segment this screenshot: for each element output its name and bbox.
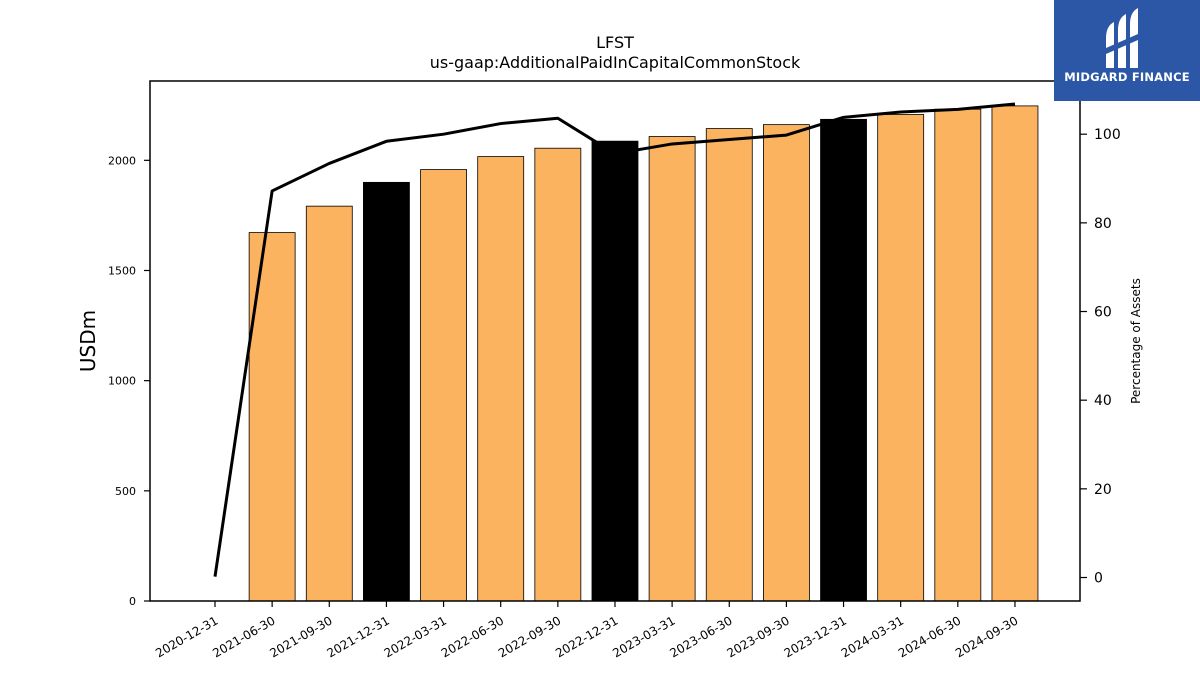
bar-2023-09-30 <box>763 124 810 602</box>
y-tick-label-right: 0 <box>1094 571 1103 587</box>
x-tick-label: 2024-09-30 <box>953 613 1020 660</box>
midgard-logo-icon <box>1106 8 1138 68</box>
bar-2023-03-31 <box>648 136 696 602</box>
y-axis-left: 0 500 1000 1500 2000 <box>108 154 150 608</box>
chart-subtitle: us-gaap:AdditionalPaidInCapitalCommonSto… <box>430 53 801 72</box>
logo: MIDGARD FINANCE <box>1054 0 1200 101</box>
x-tick-label: 2022-03-31 <box>382 613 449 660</box>
bar-group <box>248 105 1039 602</box>
x-tick-label: 2023-06-30 <box>667 613 734 660</box>
bar-2022-03-31 <box>420 169 467 602</box>
y-axis-label-left: USDm <box>76 310 100 372</box>
bar-2021-06-30 <box>248 232 296 602</box>
chart-title: LFST <box>596 33 634 52</box>
x-tick-label: 2022-12-31 <box>553 613 620 660</box>
bar-2024-09-30 <box>991 105 1039 602</box>
x-tick-label: 2024-03-31 <box>839 613 906 660</box>
x-axis: 2020-12-312021-06-302021-09-302021-12-31… <box>153 601 1020 660</box>
x-tick-label: 2021-06-30 <box>210 613 277 660</box>
y-tick-label-right: 100 <box>1094 127 1121 143</box>
y-tick-label-left: 0 <box>129 595 136 608</box>
y-tick-label-left: 2000 <box>108 154 136 167</box>
y-axis-right: 0 20 40 60 80 100 <box>1080 127 1121 587</box>
x-tick-label: 2020-12-31 <box>153 613 220 660</box>
y-tick-label-right: 60 <box>1094 305 1112 321</box>
x-tick-label: 2023-12-31 <box>782 613 849 660</box>
bar-2022-09-30 <box>534 147 582 602</box>
x-tick-label: 2023-03-31 <box>610 613 677 660</box>
line-layer <box>213 102 1016 577</box>
x-tick-label: 2021-12-31 <box>325 613 392 660</box>
bar-2021-09-30 <box>305 205 353 602</box>
bar-2022-06-30 <box>477 156 525 602</box>
bar-2024-06-30 <box>934 108 982 602</box>
bar-2023-12-31 <box>820 118 867 602</box>
x-tick-label: 2022-09-30 <box>496 613 563 660</box>
y-tick-label-left: 1500 <box>108 264 136 277</box>
bar-2023-06-30 <box>705 128 753 602</box>
logo-text: MIDGARD FINANCE <box>1064 70 1190 84</box>
x-tick-label: 2021-09-30 <box>267 613 334 660</box>
y-tick-label-right: 80 <box>1094 216 1112 232</box>
y-tick-label-right: 40 <box>1094 393 1112 409</box>
y-tick-label-left: 1000 <box>108 375 136 388</box>
x-tick-label: 2022-06-30 <box>439 613 506 660</box>
y-axis-label-right: Percentage of Assets <box>1129 278 1143 404</box>
percentage-line <box>213 102 1016 577</box>
x-tick-label: 2024-06-30 <box>896 613 963 660</box>
bar-2024-03-31 <box>877 114 925 602</box>
bar-2021-12-31 <box>363 181 410 602</box>
x-tick-label: 2023-09-30 <box>724 613 791 660</box>
y-tick-label-right: 20 <box>1094 482 1112 498</box>
y-tick-label-left: 500 <box>115 485 136 498</box>
bar-2022-12-31 <box>591 140 639 602</box>
